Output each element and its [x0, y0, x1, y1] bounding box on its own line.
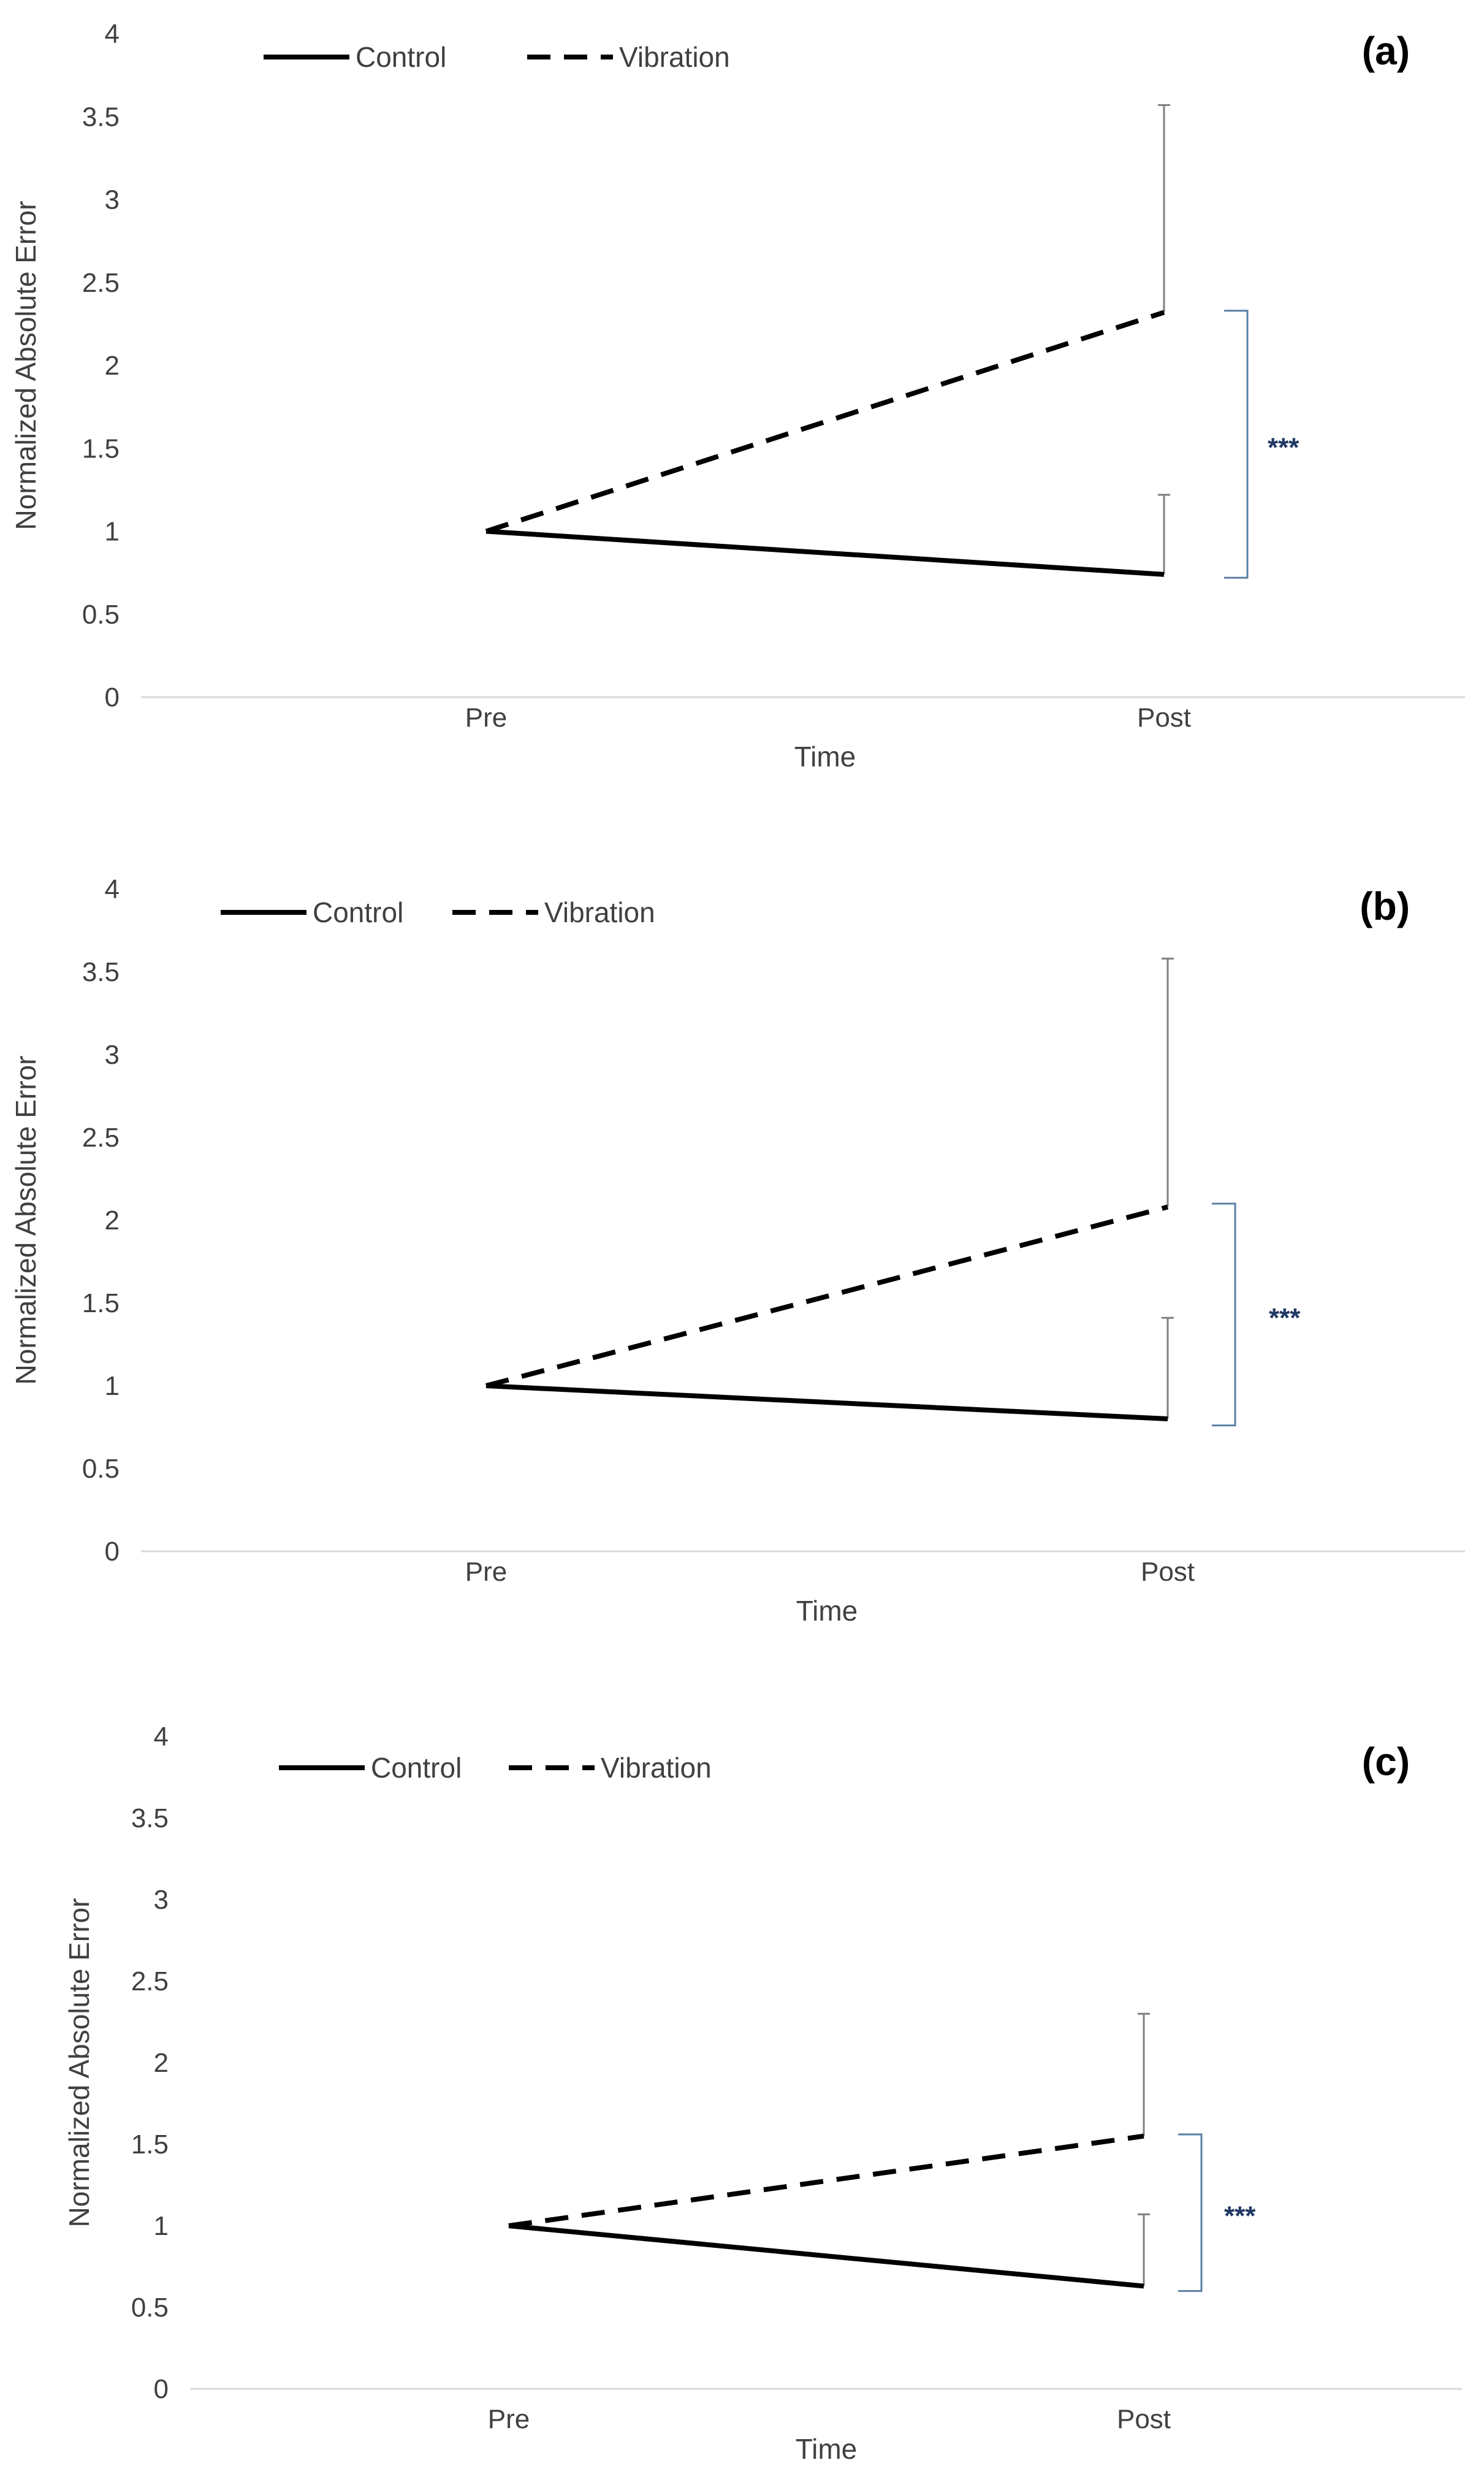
legend: Control Vibration	[264, 41, 730, 73]
legend-label-vibration: Vibration	[619, 41, 730, 73]
panel-label: (c)	[1362, 1740, 1410, 1784]
y-tick-label: 0.5	[82, 1454, 120, 1484]
y-tick-label: 4	[105, 19, 120, 49]
x-axis-title: Time	[796, 1595, 858, 1627]
y-tick-label: 1	[154, 2211, 169, 2241]
y-tick-label: 3.5	[131, 1803, 169, 1833]
legend-label-control: Control	[371, 1752, 462, 1784]
y-tick-label: 0	[105, 1537, 120, 1567]
y-tick-label: 1	[105, 517, 120, 547]
legend-label-control: Control	[356, 41, 446, 73]
series-line-control	[485, 529, 1165, 577]
y-tick-label: 2	[105, 1205, 120, 1236]
y-tick-label: 4	[154, 1722, 169, 1752]
series-line-vibration	[485, 310, 1165, 534]
y-axis-title: Normalized Absolute Error	[10, 201, 42, 530]
y-tick-label: 4	[105, 874, 120, 904]
series-line-vibration	[508, 2133, 1144, 2228]
y-axis-title: Normalized Absolute Error	[63, 1898, 95, 2228]
x-axis-title: Time	[794, 741, 856, 773]
y-tick-label: 1.5	[82, 434, 120, 464]
significance-stars: ***	[1269, 1303, 1301, 1333]
panel-label: (b)	[1360, 884, 1410, 928]
panel-label: (a)	[1362, 29, 1410, 73]
y-tick-label: 3	[105, 1040, 120, 1070]
significance-stars: ***	[1268, 432, 1299, 462]
y-tick-label: 2	[154, 2048, 169, 2078]
y-tick-label: 0.5	[131, 2293, 169, 2323]
y-tick-label: 1.5	[82, 1288, 120, 1318]
legend-label-vibration: Vibration	[601, 1752, 712, 1784]
significance-bracket	[1178, 2133, 1203, 2292]
y-tick-label: 0	[154, 2374, 169, 2404]
legend: Control Vibration	[279, 1752, 712, 1784]
y-tick-label: 3.5	[82, 957, 120, 987]
legend-label-vibration: Vibration	[544, 896, 655, 928]
y-tick-label: 3	[154, 1885, 169, 1915]
chart-panel-b: 0 0.5 1 1.5 2 2.5 3 3.5 4 Pre Post Time Normalized A…	[10, 874, 1465, 1627]
x-tick-label: Pre	[465, 1557, 507, 1587]
y-tick-label: 2.5	[82, 268, 120, 298]
y-tick-label: 2.5	[82, 1123, 120, 1153]
x-tick-label: Pre	[488, 2404, 530, 2434]
y-tick-label: 2.5	[131, 1966, 169, 1996]
y-tick-label: 0	[105, 682, 120, 712]
series-line-vibration	[485, 1204, 1169, 1388]
y-tick-label: 3	[105, 185, 120, 215]
chart-panel-c: 0 0.5 1 1.5 2 2.5 3 3.5 4 Pre Post Time Normalized A…	[63, 1722, 1462, 2465]
y-tick-label: 1.5	[131, 2129, 169, 2160]
series-line-control	[508, 2223, 1144, 2289]
legend-label-control: Control	[313, 896, 403, 928]
y-axis-title: Normalized Absolute Error	[10, 1056, 42, 1385]
x-tick-label: Post	[1117, 2404, 1171, 2434]
series-line-control	[485, 1383, 1168, 1421]
x-axis-title: Time	[796, 2433, 858, 2465]
y-tick-label: 1	[105, 1371, 120, 1401]
significance-bracket	[1224, 310, 1249, 579]
legend: Control Vibration	[221, 896, 655, 928]
x-tick-label: Pre	[465, 703, 507, 733]
significance-stars: ***	[1224, 2201, 1256, 2231]
y-tick-label: 3.5	[82, 102, 120, 132]
chart-panel-a: 0 0.5 1 1.5 2 2.5 3 3.5 4 Pre Post Time Normalized A…	[10, 19, 1465, 773]
y-tick-label: 0.5	[82, 600, 120, 630]
x-tick-label: Post	[1137, 703, 1191, 733]
significance-bracket	[1212, 1202, 1236, 1427]
y-tick-label: 2	[105, 351, 120, 381]
x-tick-label: Post	[1141, 1557, 1195, 1587]
